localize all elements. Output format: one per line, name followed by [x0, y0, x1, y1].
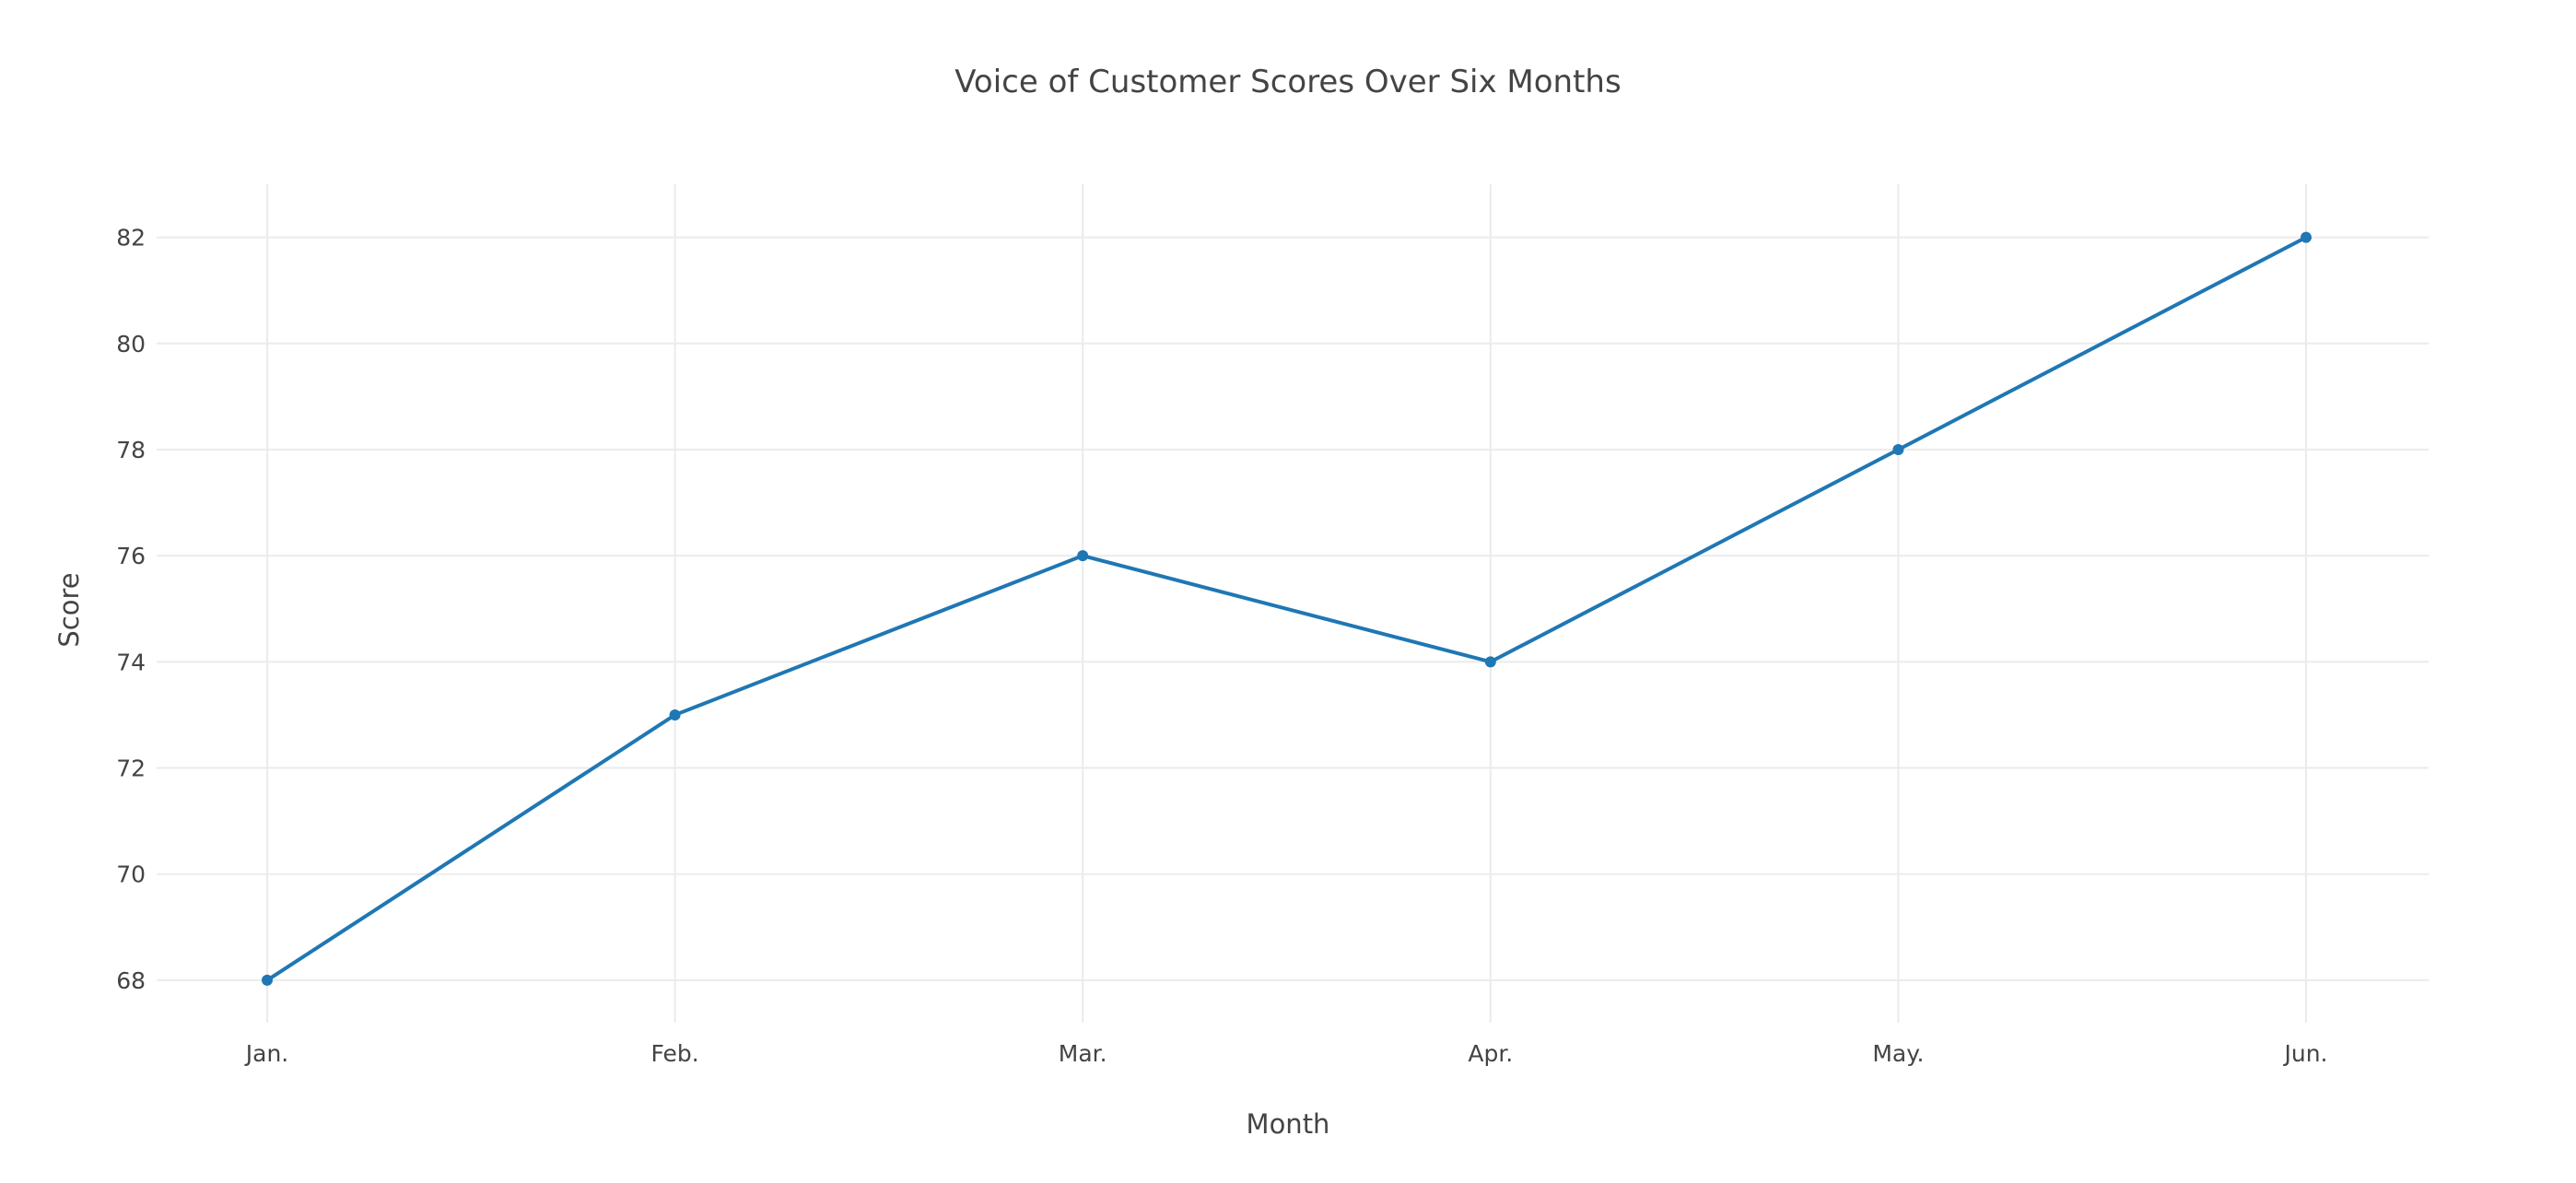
y-tick-label: 70 [116, 861, 146, 888]
x-tick-label: Jan. [244, 1040, 288, 1067]
y-axis-ticks: 68 70 72 74 76 78 80 82 [116, 225, 146, 994]
x-axis-ticks: Jan. Feb. Mar. Apr. May. Jun. [244, 1040, 2328, 1067]
data-point [1892, 443, 1904, 455]
data-point [1484, 656, 1496, 668]
x-tick-label: Apr. [1468, 1040, 1513, 1067]
data-point [669, 709, 681, 720]
x-tick-label: May. [1872, 1040, 1924, 1067]
y-tick-label: 72 [116, 755, 146, 782]
y-tick-label: 78 [116, 437, 146, 463]
x-tick-label: Mar. [1059, 1040, 1107, 1067]
series-layer [262, 231, 2312, 986]
x-tick-label: Jun. [2282, 1040, 2327, 1067]
grid-layer [157, 184, 2429, 1023]
x-tick-label: Feb. [650, 1040, 698, 1067]
y-tick-label: 74 [116, 649, 146, 675]
x-axis-title: Month [1247, 1108, 1330, 1140]
data-point [262, 974, 273, 986]
y-axis-title: Score [53, 572, 85, 647]
series-line [265, 235, 2308, 982]
y-tick-label: 82 [116, 225, 146, 252]
y-tick-label: 68 [116, 967, 146, 994]
y-tick-label: 76 [116, 543, 146, 569]
data-point [2301, 231, 2312, 243]
chart-title: Voice of Customer Scores Over Six Months [954, 64, 1621, 100]
y-tick-label: 80 [116, 331, 146, 357]
data-point [1077, 550, 1089, 562]
